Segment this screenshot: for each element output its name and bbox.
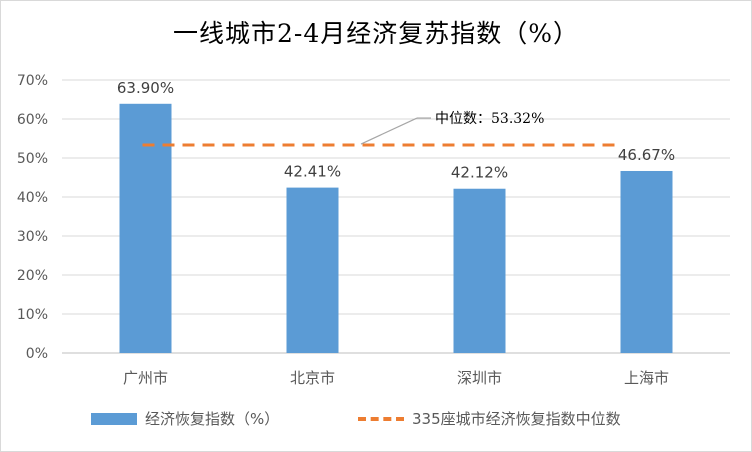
data-label: 42.12%: [451, 164, 508, 182]
y-tick-label: 70%: [17, 73, 48, 89]
bar: [453, 188, 506, 353]
bar: [286, 187, 339, 353]
legend-swatch-dash: [358, 416, 404, 421]
legend-item-median: 335座城市经济恢复指数中位数: [358, 408, 621, 429]
y-tick-label: 20%: [17, 268, 48, 284]
y-tick-label: 30%: [17, 229, 48, 245]
category-label: 广州市: [123, 369, 168, 387]
callout-leader: [360, 117, 418, 145]
data-label: 42.41%: [284, 163, 341, 181]
y-tick-label: 40%: [17, 190, 48, 206]
y-tick-label: 10%: [17, 307, 48, 323]
category-label: 深圳市: [457, 369, 502, 387]
data-label: 63.90%: [117, 79, 174, 97]
legend-label-index: 经济恢复指数（%）: [145, 410, 280, 428]
legend-label-median: 335座城市经济恢复指数中位数: [412, 410, 621, 428]
legend-swatch-bar: [91, 412, 137, 425]
median-label: 中位数：53.32%: [435, 111, 544, 127]
category-label: 北京市: [290, 369, 335, 387]
bar: [620, 170, 673, 353]
legend-item-index: 经济恢复指数（%）: [91, 408, 279, 429]
chart-title: 一线城市2-4月经济复苏指数（%）: [172, 19, 579, 48]
bar: [119, 103, 172, 353]
y-tick-label: 0%: [26, 346, 48, 362]
data-label: 46.67%: [618, 146, 675, 164]
category-label: 上海市: [624, 369, 669, 387]
y-tick-label: 50%: [17, 151, 48, 167]
y-tick-label: 60%: [17, 112, 48, 128]
